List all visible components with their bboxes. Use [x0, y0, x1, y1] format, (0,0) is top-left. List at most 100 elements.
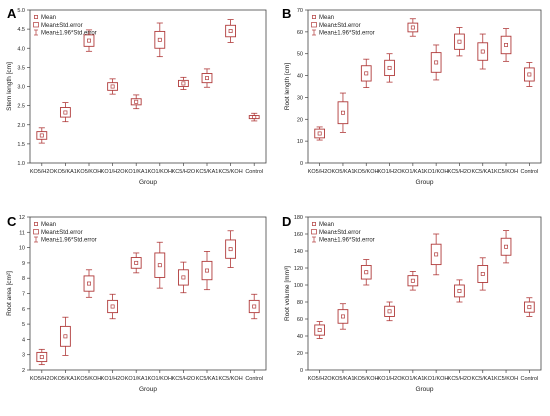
- x-tick-label: KO1/KA1: [401, 376, 424, 382]
- box-ko1-ka1: [407, 18, 419, 37]
- se-box: [500, 237, 512, 256]
- box-kc5-h2o: [454, 279, 465, 303]
- mean-marker: [63, 334, 68, 339]
- y-tick-label: 20: [297, 351, 303, 357]
- panel-label: B: [282, 6, 291, 21]
- mean-marker: [457, 289, 462, 293]
- y-tick-label: 3.5: [17, 65, 25, 71]
- y-tick-label: 10: [19, 246, 25, 252]
- legend-ci-label: Mean±1.96*Std.error: [319, 31, 375, 37]
- box-control: [248, 112, 260, 122]
- se-box: [524, 67, 535, 82]
- y-tick-label: 120: [294, 266, 303, 272]
- se-box: [360, 265, 372, 280]
- x-tick-label: KO5/H2O: [30, 376, 55, 382]
- box-ko1-ka1: [130, 252, 142, 274]
- y-tick-label: 80: [297, 300, 303, 306]
- legend-se-label: Mean±Std.error: [41, 23, 83, 29]
- y-tick-label: 10: [297, 139, 303, 145]
- se-box: [337, 101, 349, 125]
- se-box: [430, 243, 442, 266]
- y-tick-label: 12: [19, 215, 25, 221]
- box-ko1-h2o: [384, 301, 395, 322]
- legend: Mean Mean±Std.error Mean±1.96*Std.error: [33, 15, 97, 37]
- mean-marker: [504, 244, 509, 249]
- x-tick-label: KO1/H2O: [101, 169, 126, 175]
- x-tick-label: KO5/KOH: [354, 376, 378, 382]
- legend-mean-icon: [312, 222, 316, 226]
- x-tick-label: KO1/KOH: [148, 376, 172, 382]
- se-box: [59, 325, 71, 347]
- mean-marker: [387, 65, 392, 70]
- se-box: [477, 42, 489, 61]
- se-box: [407, 22, 419, 33]
- legend: Mean Mean±Std.error Mean±1.96*Std.error: [33, 222, 97, 244]
- se-box: [407, 275, 419, 287]
- box-ko5-koh: [83, 269, 95, 298]
- se-box: [524, 301, 535, 313]
- x-tick-label: KC5/KA1: [196, 376, 219, 382]
- y-tick-label: 20: [297, 117, 303, 123]
- x-tick-label: KO1/KOH: [424, 169, 448, 175]
- mean-marker: [134, 99, 139, 104]
- y-tick-label: 0: [300, 368, 303, 374]
- y-tick-label: 100: [294, 283, 303, 289]
- mean-marker: [205, 268, 209, 273]
- se-box: [36, 351, 48, 363]
- y-tick-label: 40: [297, 334, 303, 340]
- mean-marker: [527, 305, 532, 310]
- se-box: [477, 265, 489, 283]
- y-tick-label: 8: [22, 276, 25, 282]
- box-control: [524, 297, 535, 317]
- plot-frame: [307, 216, 542, 371]
- x-tick-label: KO1/KOH: [148, 169, 172, 175]
- mean-marker: [457, 39, 462, 44]
- legend-mean-icon: [312, 15, 316, 19]
- box-ko5-h2o: [314, 321, 325, 339]
- se-box: [314, 128, 325, 139]
- x-tick-label: KO1/H2O: [378, 376, 403, 382]
- box-ko5-h2o: [314, 126, 325, 141]
- x-tick-label: Control: [520, 376, 538, 382]
- x-axis-label: Group: [139, 179, 157, 186]
- box-ko5-ka1: [59, 102, 71, 123]
- x-tick-label: KO5/H2O: [308, 169, 333, 175]
- box-kc5-ka1: [201, 68, 213, 88]
- se-box: [248, 299, 260, 314]
- x-tick-label: KO1/KA1: [125, 376, 148, 382]
- se-box: [107, 299, 119, 314]
- se-box: [430, 52, 442, 73]
- y-tick-label: 4.5: [17, 27, 25, 33]
- mean-marker: [364, 270, 369, 275]
- mean-marker: [110, 84, 115, 89]
- mean-marker: [157, 263, 162, 268]
- x-tick-label: KO1/KA1: [125, 169, 148, 175]
- mean-marker: [63, 110, 68, 115]
- mean-marker: [110, 304, 115, 309]
- se-box: [225, 24, 237, 38]
- x-tick-label: KO1/H2O: [101, 376, 126, 382]
- mean-marker: [480, 49, 485, 54]
- box-control: [248, 293, 260, 320]
- x-tick-label: KO5/KOH: [77, 376, 101, 382]
- box-kc5-h2o: [177, 76, 189, 90]
- y-tick-label: 1.5: [17, 142, 25, 148]
- x-tick-label: KC5/KOH: [494, 376, 518, 382]
- legend-mean-label: Mean: [41, 15, 56, 21]
- se-box: [177, 269, 189, 286]
- y-tick-label: 0: [300, 161, 303, 167]
- x-tick-label: KC5/KA1: [471, 169, 494, 175]
- legend-se-icon: [33, 229, 39, 235]
- se-box: [225, 239, 237, 259]
- mean-marker: [252, 115, 257, 120]
- x-tick-label: KO1/KOH: [424, 376, 448, 382]
- x-tick-label: KO5/KA1: [54, 376, 77, 382]
- legend-se-label: Mean±Std.error: [319, 230, 361, 236]
- x-tick-label: KO5/H2O: [30, 169, 55, 175]
- se-box: [337, 309, 349, 324]
- y-tick-label: 2.0: [17, 123, 25, 129]
- x-tick-label: KO5/H2O: [308, 376, 333, 382]
- y-tick-label: 3: [22, 353, 25, 359]
- mean-marker: [157, 37, 162, 42]
